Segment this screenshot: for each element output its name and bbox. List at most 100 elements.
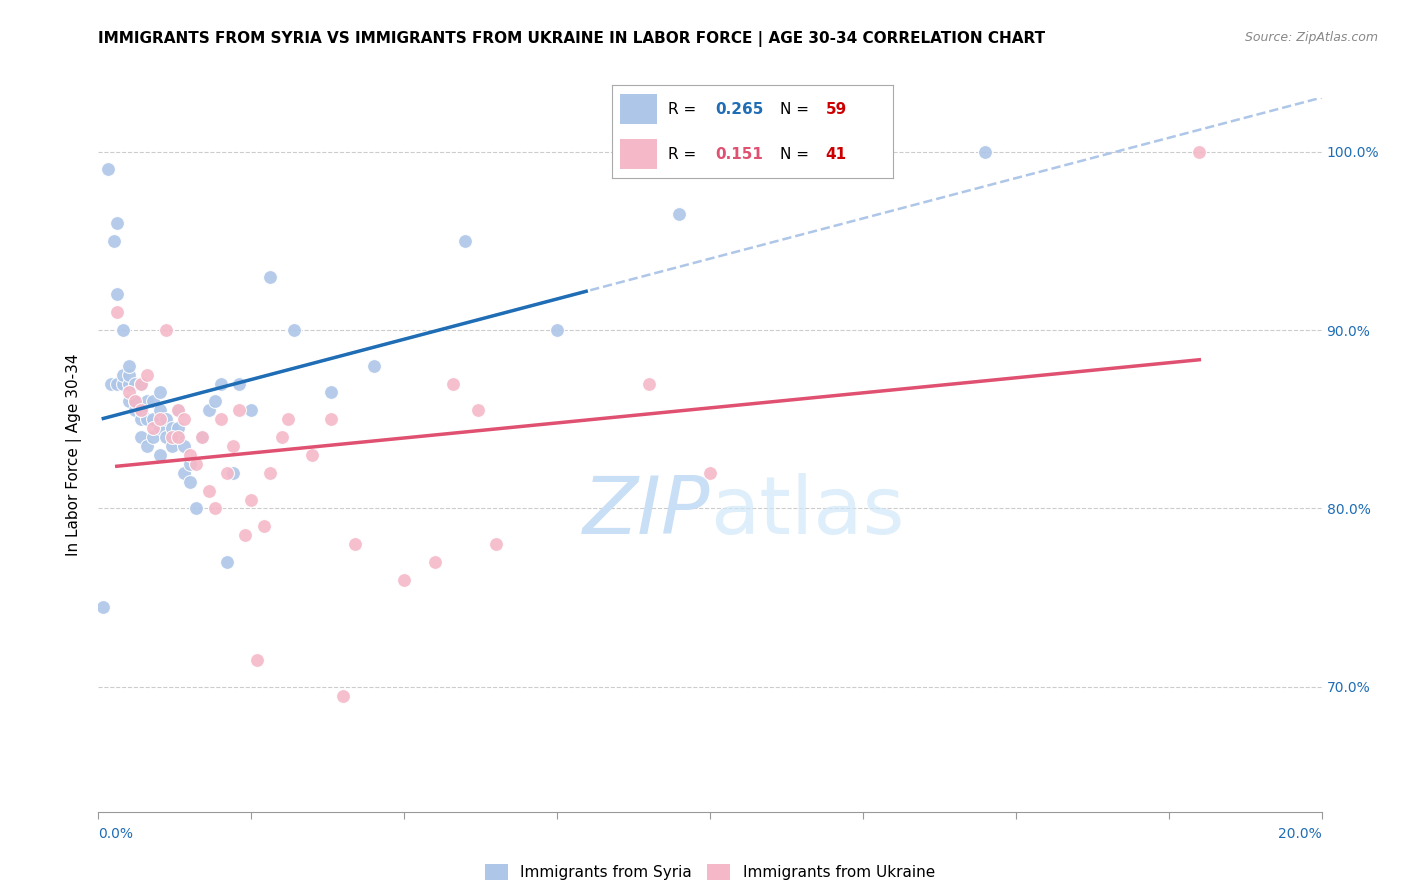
Point [204, 501, 226, 516]
Point [103, 234, 125, 248]
Point [129, 403, 152, 417]
Point [173, 466, 195, 480]
Point [209, 412, 232, 426]
Point [233, 528, 256, 542]
Point [142, 394, 165, 409]
Point [136, 368, 159, 382]
Point [259, 269, 281, 284]
Point [277, 412, 299, 426]
Point [215, 555, 238, 569]
Point [142, 430, 165, 444]
Point [105, 287, 128, 301]
Bar [620, 139, 657, 169]
Point [124, 394, 146, 409]
Point [173, 412, 195, 426]
Text: R =: R = [668, 102, 702, 117]
Point [246, 653, 269, 667]
Point [392, 573, 416, 587]
Point [160, 439, 183, 453]
Point [149, 448, 172, 462]
Point [129, 430, 152, 444]
Point [363, 359, 385, 373]
Point [129, 403, 152, 417]
Point [270, 430, 292, 444]
Point [441, 376, 464, 391]
Point [111, 368, 134, 382]
Point [301, 448, 323, 462]
Point [319, 385, 342, 400]
Point [129, 412, 152, 426]
Point [423, 555, 446, 569]
Point [142, 421, 165, 435]
Text: IMMIGRANTS FROM SYRIA VS IMMIGRANTS FROM UKRAINE IN LABOR FORCE | AGE 30-34 CORR: IMMIGRANTS FROM SYRIA VS IMMIGRANTS FROM… [98, 31, 1046, 47]
Point [111, 323, 134, 337]
Point [118, 359, 141, 373]
Point [191, 430, 214, 444]
Point [319, 412, 342, 426]
Point [344, 537, 367, 551]
Point [142, 412, 165, 426]
Text: Source: ZipAtlas.com: Source: ZipAtlas.com [1244, 31, 1378, 45]
Point [974, 145, 997, 159]
Point [228, 376, 250, 391]
Point [167, 430, 190, 444]
Point [197, 483, 219, 498]
Y-axis label: In Labor Force | Age 30-34: In Labor Force | Age 30-34 [66, 353, 83, 557]
Point [118, 394, 141, 409]
Point [100, 376, 122, 391]
Point [222, 439, 245, 453]
Point [252, 519, 274, 533]
Text: 0.0%: 0.0% [98, 827, 134, 841]
Text: ZIP: ZIP [582, 473, 710, 551]
Point [129, 376, 152, 391]
Point [149, 385, 172, 400]
Point [215, 466, 238, 480]
Point [240, 492, 263, 507]
Point [167, 421, 190, 435]
Point [204, 394, 226, 409]
Text: 0.265: 0.265 [716, 102, 763, 117]
Point [91, 599, 114, 614]
Point [179, 457, 201, 471]
Text: atlas: atlas [710, 473, 904, 551]
Point [111, 376, 134, 391]
Point [105, 305, 128, 319]
Point [160, 430, 183, 444]
Point [222, 466, 245, 480]
Point [124, 394, 146, 409]
Point [699, 466, 721, 480]
Point [197, 403, 219, 417]
Point [124, 376, 146, 391]
Point [124, 403, 146, 417]
Point [668, 207, 690, 221]
Point [136, 412, 159, 426]
Text: N =: N = [780, 146, 814, 161]
Point [155, 430, 177, 444]
Point [332, 689, 354, 703]
Point [136, 439, 159, 453]
Point [118, 385, 141, 400]
Point [259, 466, 281, 480]
Text: 59: 59 [825, 102, 846, 117]
Text: 41: 41 [825, 146, 846, 161]
Point [228, 403, 250, 417]
Point [136, 394, 159, 409]
Point [155, 323, 177, 337]
Point [1188, 145, 1211, 159]
Point [105, 376, 128, 391]
Point [97, 162, 120, 177]
Point [167, 430, 190, 444]
Point [467, 403, 489, 417]
Point [167, 403, 190, 417]
Point [118, 376, 141, 391]
Point [155, 412, 177, 426]
Point [485, 537, 508, 551]
Point [454, 234, 477, 248]
Bar [620, 95, 657, 124]
Point [149, 421, 172, 435]
Point [149, 412, 172, 426]
Point [637, 376, 661, 391]
Point [179, 475, 201, 489]
Point [129, 376, 152, 391]
Point [546, 323, 568, 337]
